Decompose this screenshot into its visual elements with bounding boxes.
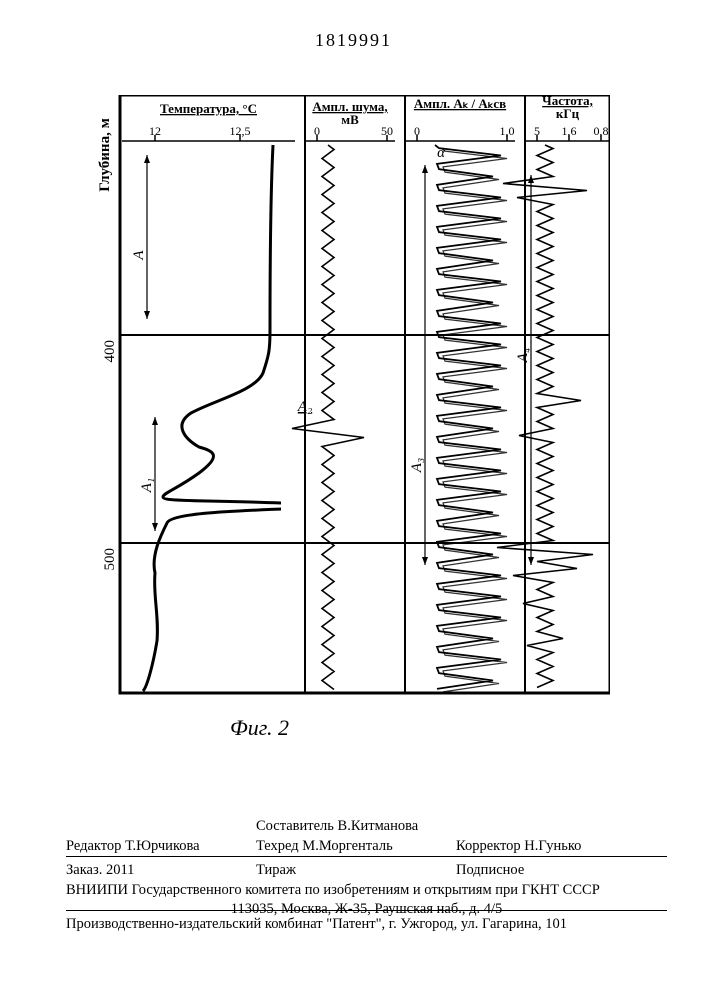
svg-text:0: 0 — [414, 124, 420, 138]
corrector-label: Корректор — [456, 838, 521, 854]
figure-caption: Фиг. 2 — [230, 715, 289, 741]
svg-text:500: 500 — [102, 548, 118, 571]
svg-text:5: 5 — [534, 124, 540, 138]
order-value: 2011 — [106, 862, 134, 878]
svg-text:Глубина, м: Глубина, м — [97, 118, 113, 192]
svg-text:12: 12 — [149, 124, 161, 138]
order-label: Заказ. — [66, 862, 102, 878]
svg-text:12,5: 12,5 — [230, 124, 251, 138]
svg-text:кГц: кГц — [556, 106, 580, 121]
compiler-label: Составитель — [256, 818, 334, 834]
page-number: 1819991 — [315, 30, 392, 51]
editor-label: Редактор — [66, 838, 121, 854]
subscription-label: Подписное — [456, 862, 524, 878]
svg-text:400: 400 — [102, 340, 118, 363]
svg-text:1,6: 1,6 — [562, 124, 577, 138]
tehred-name: М.Моргенталь — [302, 838, 392, 854]
printer-line: Производственно-издательский комбинат "П… — [66, 916, 567, 932]
editor-name: Т.Юрчикова — [125, 838, 200, 854]
svg-text:0,8: 0,8 — [594, 124, 609, 138]
well-log-chart: Глубина, м400500Температура, °С1212,5АА₁… — [95, 95, 610, 705]
credits-block-1: Составитель В.Китманова Редактор Т.Юрчик… — [66, 817, 667, 856]
svg-text:мВ: мВ — [341, 112, 359, 127]
svg-text:Ампл. Аₖ / Аₖсв: Ампл. Аₖ / Аₖсв — [414, 96, 506, 111]
tehred-label: Техред — [256, 838, 299, 854]
svg-text:А₂: А₂ — [297, 399, 312, 415]
compiler-name: В.Китманова — [338, 818, 419, 834]
credits-block-3: Производственно-издательский комбинат "П… — [66, 910, 667, 935]
svg-text:А: А — [131, 250, 147, 261]
svg-text:Температура, °С: Температура, °С — [160, 101, 257, 116]
svg-text:А₁: А₁ — [139, 478, 155, 493]
vniipi-line: ВНИИПИ Государственного комитета по изоб… — [66, 881, 667, 901]
svg-text:А₃: А₃ — [409, 458, 425, 473]
corrector-name: Н.Гунько — [524, 838, 581, 854]
svg-text:50: 50 — [381, 124, 393, 138]
svg-text:А₄: А₄ — [515, 348, 531, 363]
svg-text:0: 0 — [314, 124, 320, 138]
tirage-label: Тираж — [256, 862, 296, 878]
svg-text:1,0: 1,0 — [500, 124, 515, 138]
